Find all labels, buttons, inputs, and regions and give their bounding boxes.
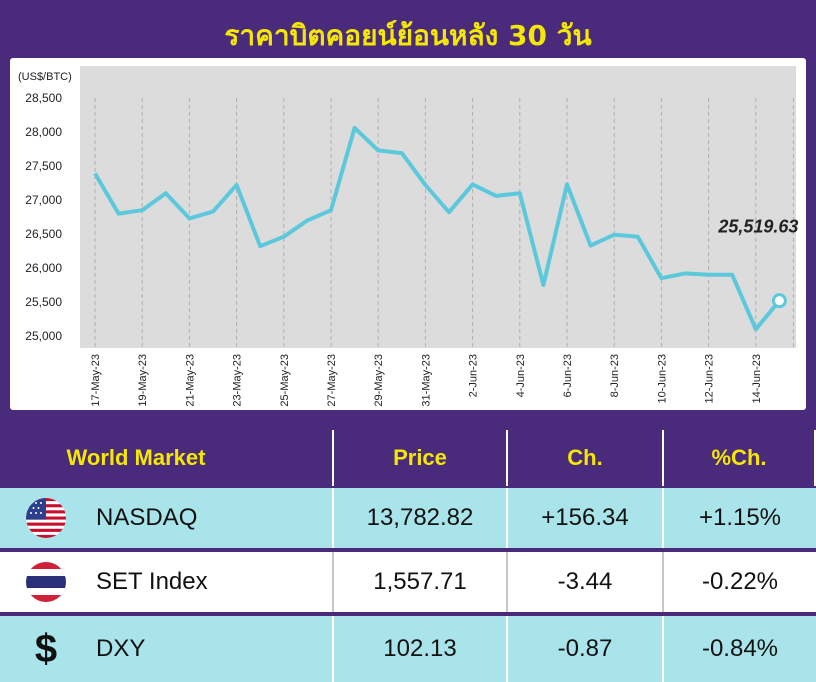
header-change: Ch.: [508, 430, 664, 486]
x-tick-label: 31-May-23: [420, 354, 432, 407]
chart-panel: 17-May-23 19-May-23 21-May-23 23-May-23 25-M…: [10, 58, 806, 410]
x-tick-label: 2-Jun-23: [468, 354, 480, 397]
x-tick-label: 6-Jun-23: [562, 354, 574, 397]
last-value-marker: [771, 293, 787, 309]
thai-flag-icon: [26, 562, 66, 602]
x-tick-label: 10-Jun-23: [656, 354, 668, 404]
series-line: [93, 125, 781, 332]
world-market-table: World Market Price Ch. %Ch.: [0, 430, 816, 682]
market-name-cell: $ DXY: [0, 616, 334, 682]
y-axis-label: (US$/BTC): [18, 71, 72, 83]
change-cell: -0.87: [508, 616, 664, 682]
market-name: DXY: [96, 635, 146, 662]
btc-line-chart: 17-May-23 19-May-23 21-May-23 23-May-23 25-M…: [18, 66, 798, 407]
y-tick-label: 25,500: [25, 295, 62, 309]
x-tick-label: 29-May-23: [373, 354, 385, 407]
y-tick-label: 27,000: [25, 193, 62, 207]
market-name-cell: NASDAQ: [0, 488, 334, 548]
percent-change-cell: -0.84%: [701, 635, 779, 662]
header-percent-change: %Ch.: [664, 430, 816, 486]
y-tick-label: 27,500: [25, 159, 62, 173]
us-flag-icon: [26, 498, 66, 538]
x-tick-label: 27-May-23: [326, 354, 338, 407]
y-tick-label: 28,500: [25, 91, 62, 105]
chart-title: ราคาบิตคอยน์ย้อนหลัง 30 วัน: [224, 19, 592, 52]
market-name-cell: SET Index: [0, 552, 334, 612]
table-row: $ DXY 102.13 -0.87 -0.84%: [0, 616, 816, 682]
y-tick-label: 26,000: [25, 261, 62, 275]
header-price: Price: [334, 430, 508, 486]
price-cell: 13,782.82: [334, 488, 508, 548]
price-cell: 1,557.71: [334, 552, 508, 612]
percent-change-cell: +1.15%: [698, 504, 782, 531]
change-cell: +156.34: [508, 488, 664, 548]
y-tick-label: 25,000: [25, 329, 62, 343]
dollar-icon: $: [34, 626, 58, 671]
last-value-label: 25,519.63: [717, 217, 798, 237]
table-row: NASDAQ 13,782.82 +156.34 +1.15%: [0, 488, 816, 548]
x-tick-label: 21-May-23: [184, 354, 196, 407]
y-tick-label: 28,000: [25, 125, 62, 139]
change-cell: -3.44: [508, 552, 664, 612]
market-name: SET Index: [96, 568, 208, 595]
x-tick-label: 14-Jun-23: [751, 354, 763, 404]
x-tick-label: 19-May-23: [137, 354, 149, 407]
plot-area: [80, 66, 796, 348]
header-world-market: World Market: [0, 430, 334, 486]
table-row: SET Index 1,557.71 -3.44 -0.22%: [0, 552, 816, 612]
x-tick-label: 25-May-23: [279, 354, 291, 407]
percent-change-cell: -0.22%: [701, 568, 779, 595]
price-cell: 102.13: [334, 616, 508, 682]
table-header-row: World Market Price Ch. %Ch.: [0, 430, 816, 486]
x-tick-label: 12-Jun-23: [704, 354, 716, 404]
x-tick-label: 17-May-23: [90, 354, 102, 407]
x-tick-label: 8-Jun-23: [609, 354, 621, 397]
x-tick-label: 4-Jun-23: [515, 354, 527, 397]
y-tick-label: 26,500: [25, 227, 62, 241]
market-name: NASDAQ: [96, 504, 198, 531]
x-tick-label: 23-May-23: [232, 354, 244, 407]
